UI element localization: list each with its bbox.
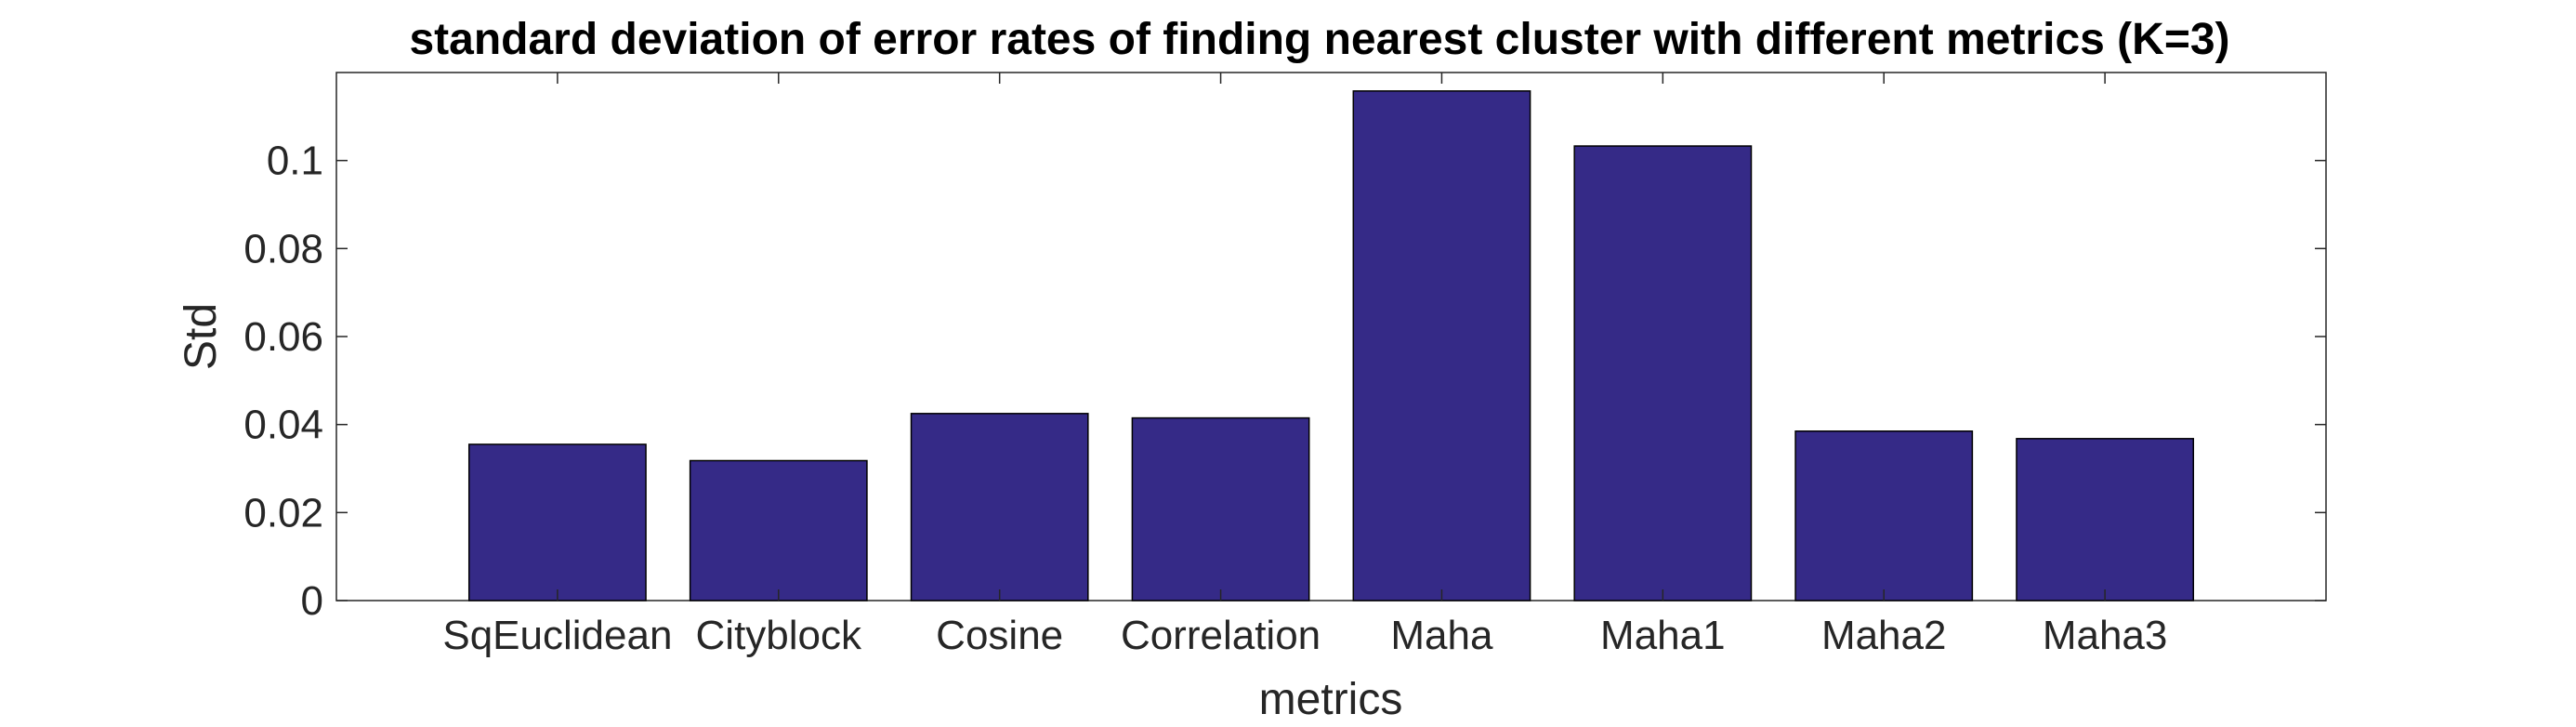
y-tick-label: 0.1	[267, 139, 323, 184]
x-tick-label: Maha2	[1821, 613, 1947, 658]
bar-cosine	[910, 413, 1089, 601]
x-tick-label: Maha1	[1600, 613, 1726, 658]
x-axis-label: metrics	[1259, 675, 1403, 724]
x-axis-ticks: SqEuclidean Cityblock Cosine Correlation Mah…	[442, 73, 2167, 658]
x-tick-label: Maha	[1390, 613, 1493, 658]
bar-maha	[1352, 90, 1531, 601]
y-tick-label: 0	[301, 578, 323, 624]
x-tick-label: SqEuclidean	[442, 613, 672, 658]
bar-maha3	[2016, 438, 2195, 601]
bars-layer	[467, 90, 2195, 601]
x-tick-label: Correlation	[1121, 613, 1321, 658]
y-tick-label: 0.04	[243, 403, 323, 448]
y-tick-label: 0.02	[243, 490, 323, 535]
x-tick-label: Cityblock	[696, 613, 862, 658]
y-tick-label: 0.08	[243, 226, 323, 271]
bar-maha1	[1573, 145, 1753, 601]
y-tick-label: 0.06	[243, 314, 323, 360]
x-tick-label: Maha3	[2043, 613, 2168, 658]
y-axis-ticks: 0 0.02 0.04 0.06 0.08 0.1	[243, 139, 2326, 624]
bar-cityblock	[689, 459, 868, 601]
bar-correlation	[1131, 416, 1310, 601]
bar-sqeuclidean	[467, 443, 647, 601]
chart-title: standard deviation of error rates of fin…	[409, 15, 2229, 64]
y-axis-label: Std	[177, 303, 226, 370]
x-tick-label: Cosine	[936, 613, 1063, 658]
bar-maha2	[1794, 430, 1974, 601]
